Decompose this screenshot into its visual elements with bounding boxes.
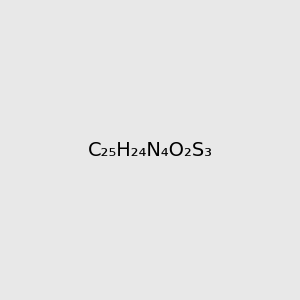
Text: C₂₅H₂₄N₄O₂S₃: C₂₅H₂₄N₄O₂S₃ xyxy=(88,140,212,160)
